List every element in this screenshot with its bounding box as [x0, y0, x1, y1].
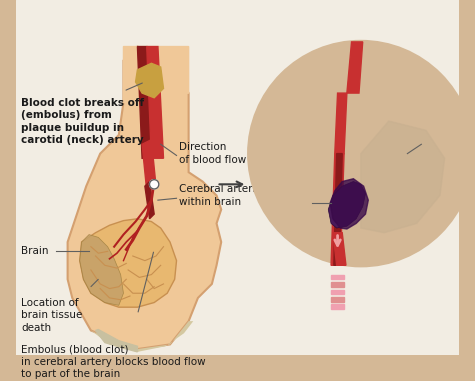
Text: Direction
of blood flow: Direction of blood flow	[180, 142, 247, 165]
Text: Cerebral arteries
within brain: Cerebral arteries within brain	[180, 184, 268, 207]
Text: Embolus (blood clot)
in cerebral artery blocks blood flow
to part of the brain: Embolus (blood clot) in cerebral artery …	[21, 344, 206, 379]
Polygon shape	[135, 63, 163, 98]
Text: Embolus
blocking
blood flow: Embolus blocking blood flow	[285, 183, 338, 218]
Text: Brain
tissue
death: Brain tissue death	[384, 127, 415, 162]
Text: Blood clot breaks off
(embolus) from
plaque buildup in
carotid (neck) artery: Blood clot breaks off (embolus) from pla…	[21, 98, 144, 145]
Polygon shape	[361, 121, 445, 233]
Polygon shape	[334, 154, 342, 265]
Polygon shape	[331, 297, 344, 302]
Polygon shape	[142, 139, 156, 191]
Polygon shape	[145, 181, 154, 219]
Polygon shape	[147, 46, 163, 158]
Circle shape	[150, 180, 159, 189]
Polygon shape	[347, 42, 363, 93]
Polygon shape	[335, 93, 347, 154]
Polygon shape	[137, 46, 152, 158]
Polygon shape	[91, 321, 193, 352]
Polygon shape	[331, 275, 344, 279]
Polygon shape	[331, 304, 344, 309]
Circle shape	[249, 42, 473, 265]
Text: Brain: Brain	[21, 247, 48, 256]
Text: Location of
brain tissue
death: Location of brain tissue death	[21, 298, 83, 333]
Polygon shape	[80, 219, 177, 307]
Polygon shape	[95, 330, 137, 352]
Polygon shape	[331, 282, 344, 287]
Polygon shape	[330, 179, 368, 229]
Polygon shape	[331, 154, 344, 265]
Polygon shape	[67, 46, 221, 349]
Polygon shape	[331, 290, 344, 294]
Polygon shape	[80, 235, 124, 305]
Polygon shape	[328, 181, 365, 228]
Polygon shape	[333, 233, 346, 265]
Polygon shape	[124, 46, 189, 102]
